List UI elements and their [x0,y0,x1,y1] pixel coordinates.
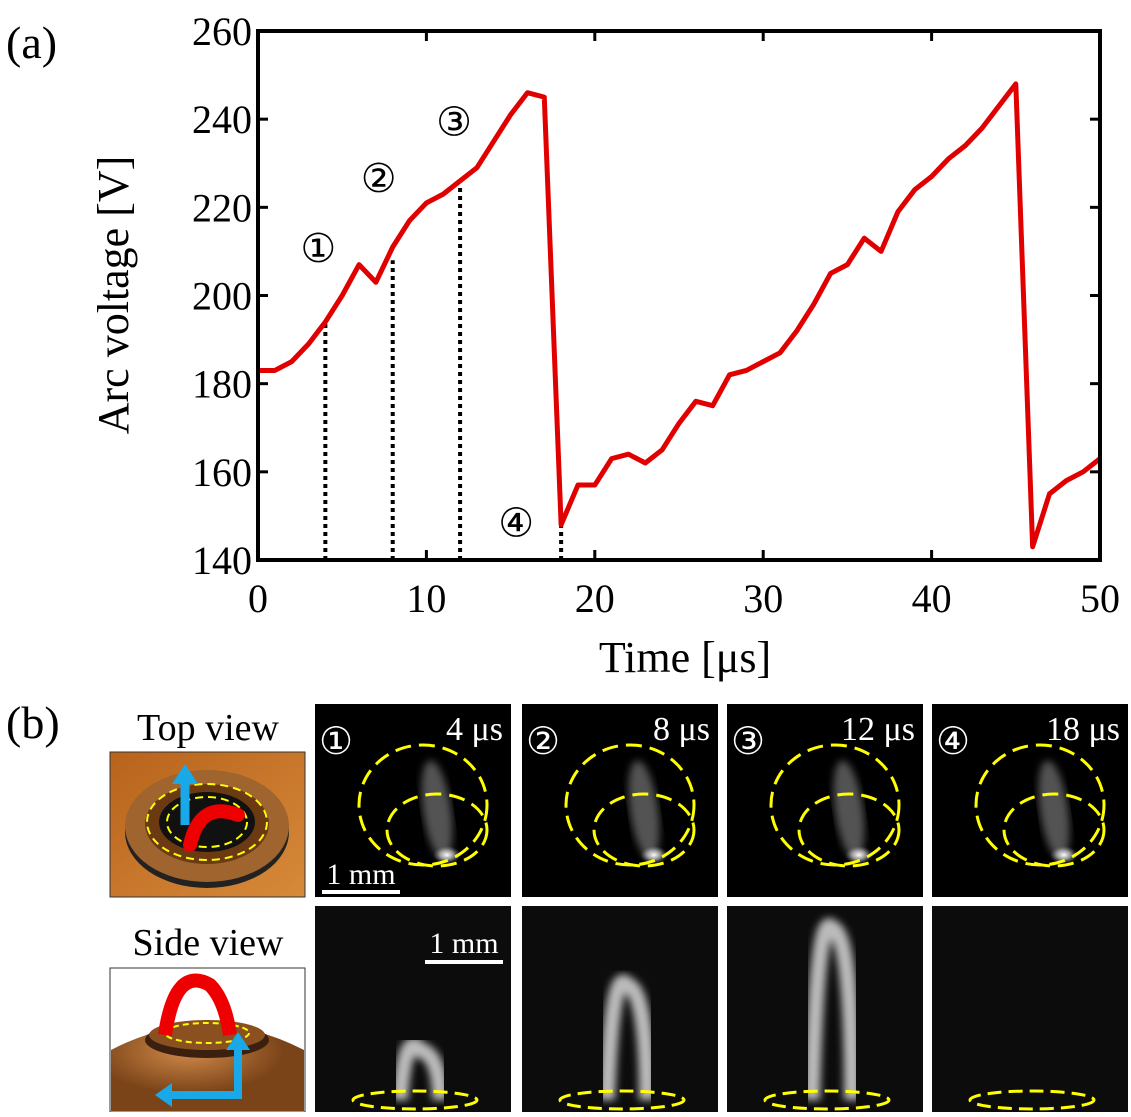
scale-label: 1 mm [326,858,395,891]
streak [833,760,865,860]
frame-label: ④ [936,719,970,763]
marker-label: ① [300,226,336,272]
electrode-side [968,1089,1096,1111]
frame-label: ③ [731,719,765,763]
y-tick-label: 260 [192,9,252,54]
marker-label: ② [361,156,397,202]
hot-spot [845,846,873,864]
x-tick-label: 10 [406,576,446,621]
streak [628,760,660,860]
electrode-inner [1002,792,1106,868]
hot-spot [640,846,668,864]
hot-spot [433,846,461,864]
y-tick-label: 180 [192,362,252,407]
x-tick-label: 20 [575,576,615,621]
x-axis-label: Time [μs] [599,633,771,682]
x-tick-label: 0 [248,576,268,621]
arc-glow [392,1037,448,1101]
x-tick-label: 40 [912,576,952,621]
streak [1038,760,1070,860]
frame-label: ② [526,719,560,763]
frame-image: ③ 12 μs [727,704,923,1112]
y-tick-label: 220 [192,185,252,230]
plot-frame [256,29,1102,562]
y-tick-label: 240 [192,97,252,142]
scale-label: 1 mm [429,927,498,960]
side-view-illustration [109,967,306,1113]
y-tick-label: 200 [192,274,252,319]
marker-label: ③ [436,99,472,145]
frame-time: 18 μs [1046,711,1120,748]
arc-glow [804,918,860,1101]
electrode-inner [592,792,696,868]
y-axis-label: Arc voltage [V] [89,156,138,435]
frame-label: ① [319,719,353,763]
y-tick-label: 140 [192,538,252,583]
panel-label: (b) [6,697,60,748]
hot-spot [1050,846,1078,864]
frame-time: 12 μs [841,711,915,748]
top-view-illustration [109,751,306,898]
x-tick-label: 50 [1080,576,1120,621]
side-image [932,906,1128,1112]
y-tick-label: 160 [192,450,252,495]
x-tick-label: 30 [743,576,783,621]
arc-glow [599,974,655,1101]
row-label: Top view [137,707,279,749]
electrode-side [351,1089,479,1111]
electrode-inner [385,792,489,868]
electrode-side [763,1089,891,1111]
data-line [258,81,1102,550]
frame-image: ② 8 μs [522,704,718,1112]
electrode-side [558,1089,686,1111]
row-label: Side view [133,922,284,964]
frame-time: 8 μs [653,711,710,748]
streak [421,760,453,860]
marker-label: ④ [498,501,534,547]
panel-label: (a) [6,17,57,68]
frame-image: ④ 18 μs [932,704,1128,1112]
frame-time: 4 μs [446,711,503,748]
side-image [315,906,511,1112]
frame-image: ① 4 μs [315,704,511,1112]
electrode-inner [797,792,901,868]
